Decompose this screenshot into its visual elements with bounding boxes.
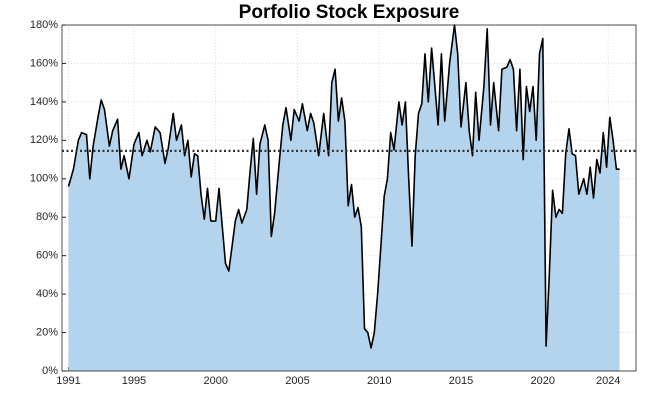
x-tick-label: 2010 — [367, 375, 391, 387]
x-tick-label: 1991 — [56, 375, 80, 387]
y-tick-label: 80% — [36, 211, 58, 223]
y-tick-label: 20% — [36, 326, 58, 338]
y-tick-label: 160% — [30, 57, 58, 69]
x-tick-label: 2015 — [449, 375, 473, 387]
line — [67, 24, 620, 349]
y-tick-label: 40% — [36, 288, 58, 300]
y-tick-label: 180% — [30, 19, 58, 31]
x-tick-label: 2024 — [596, 375, 620, 387]
y-tick-label: 60% — [36, 250, 58, 262]
x-tick-label: 2000 — [203, 375, 227, 387]
x-tick-label: 2005 — [285, 375, 309, 387]
y-tick-label: 100% — [30, 173, 58, 185]
chart-title: Porfolio Stock Exposure — [239, 2, 460, 23]
y-tick-label: 0% — [42, 365, 58, 377]
y-tick-label: 120% — [30, 134, 58, 146]
x-tick-label: 1995 — [122, 375, 146, 387]
plot-frame — [61, 24, 637, 372]
y-tick-label: 140% — [30, 96, 58, 108]
x-tick-label: 2020 — [531, 375, 555, 387]
